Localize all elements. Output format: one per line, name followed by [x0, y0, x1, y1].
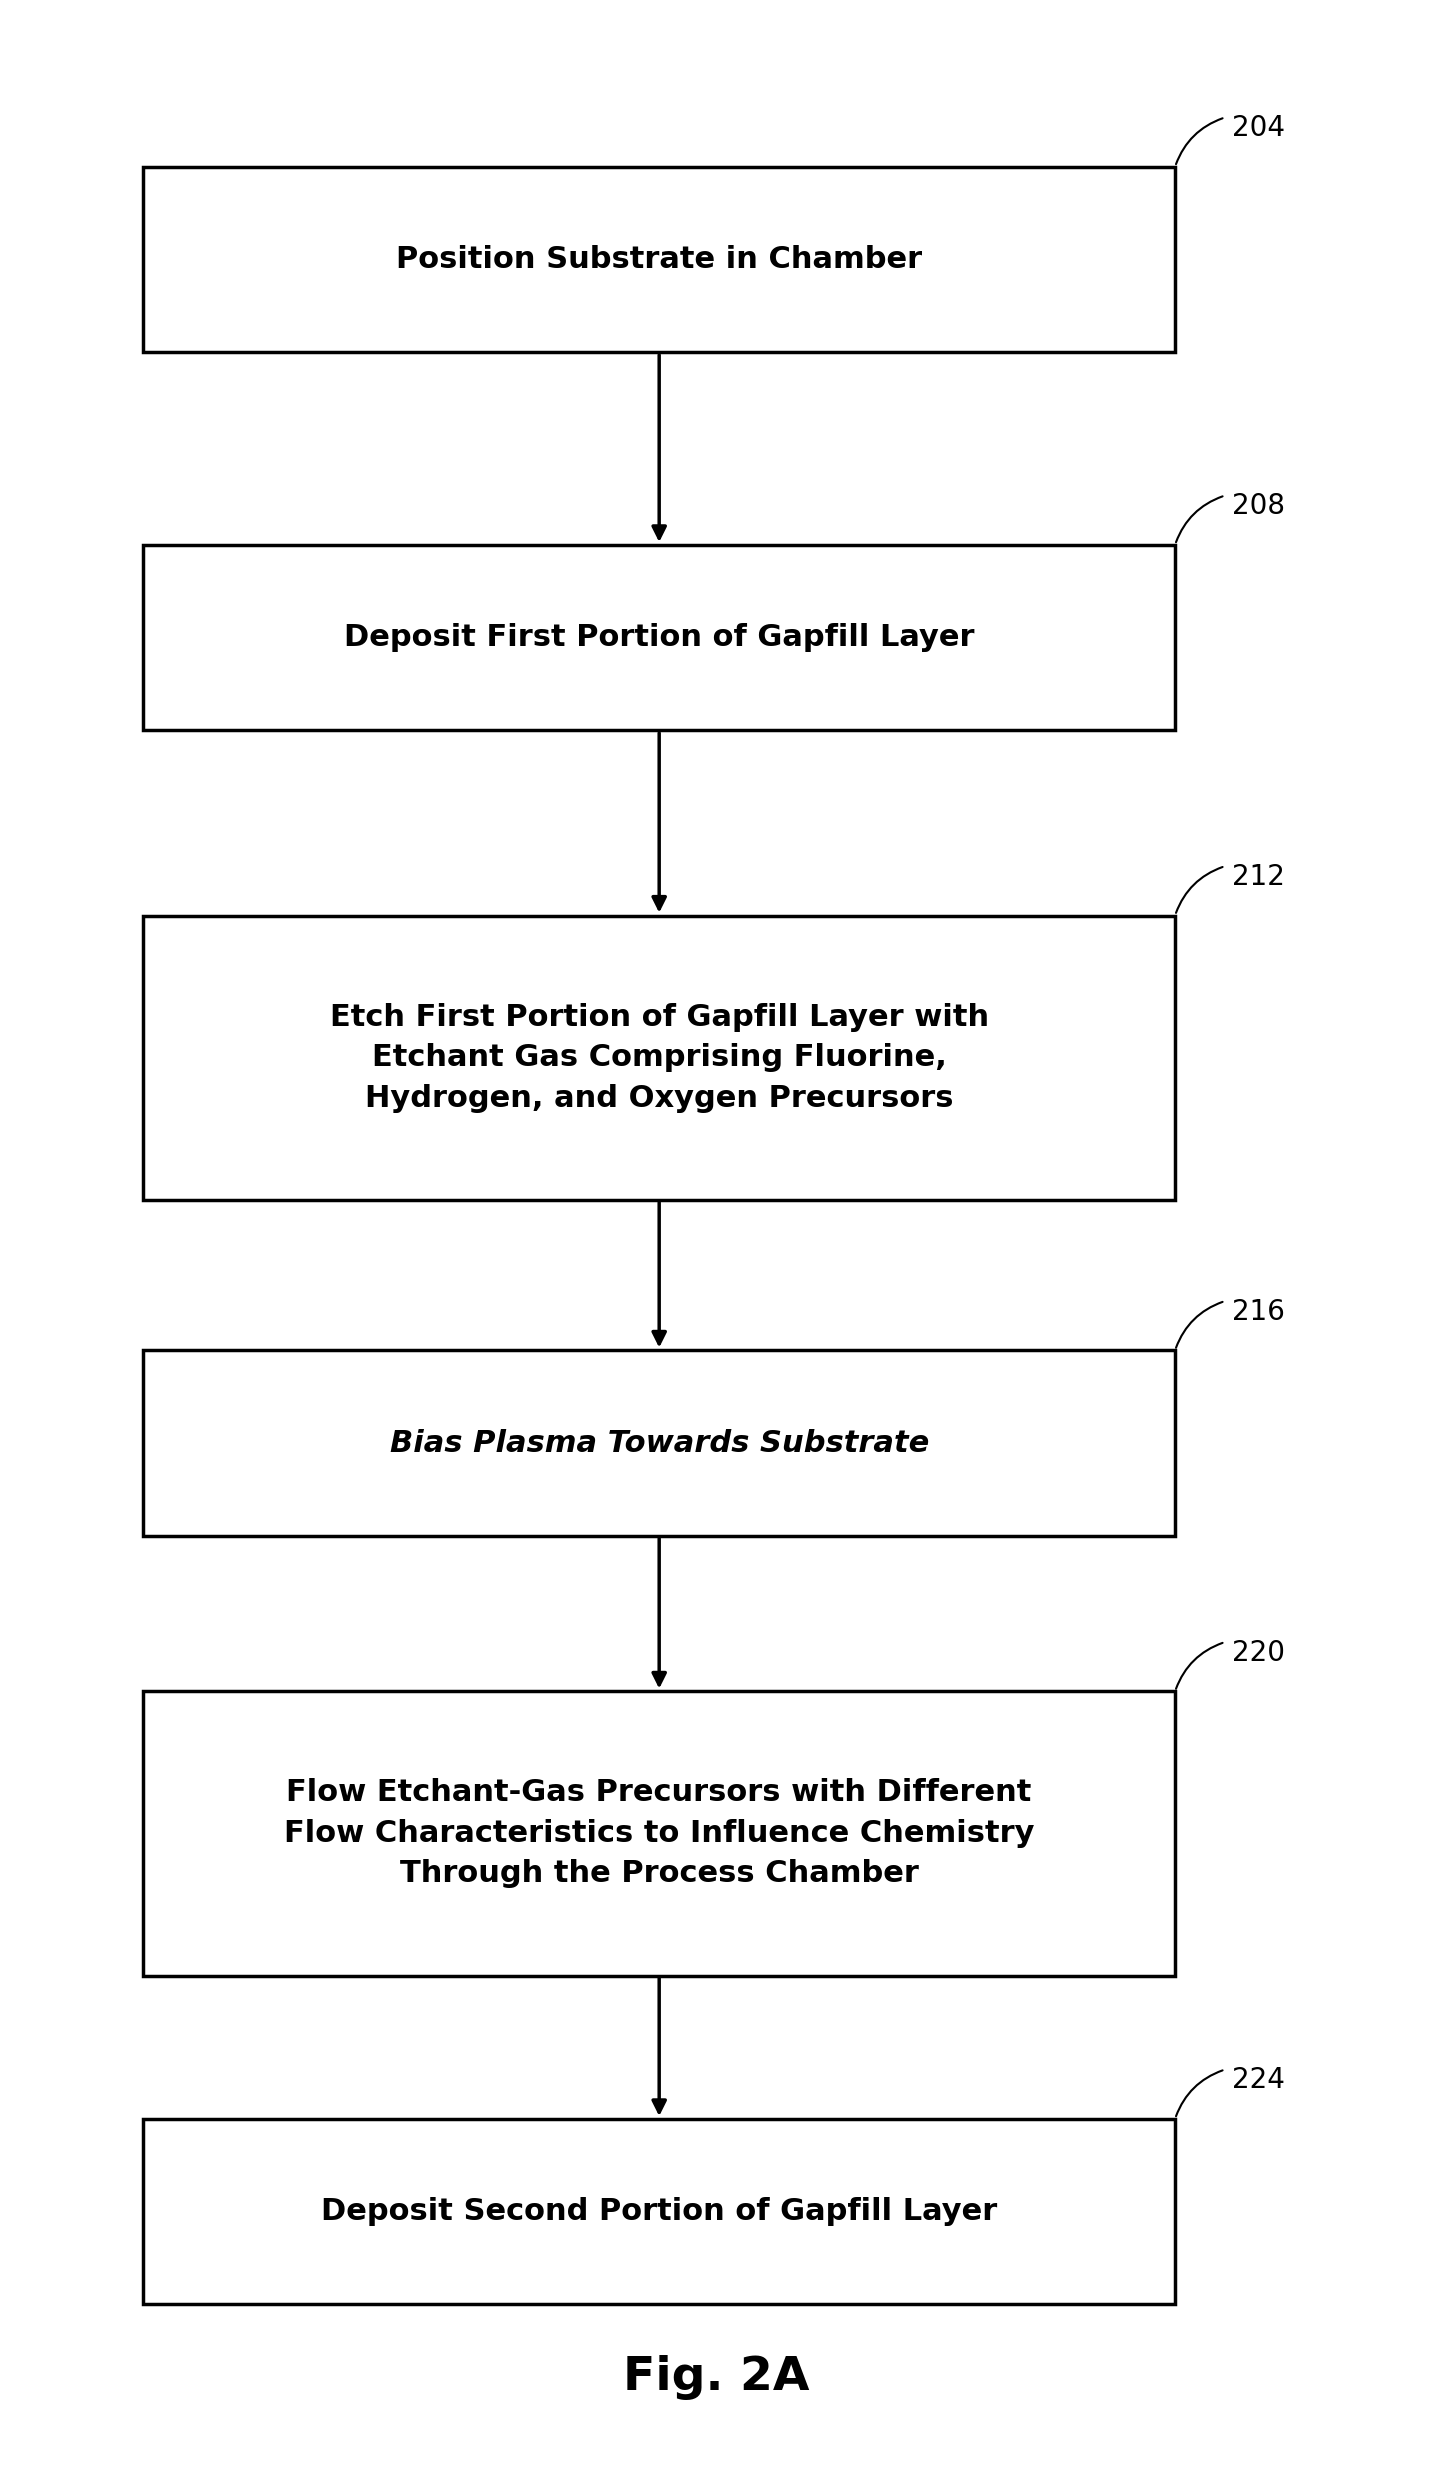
Bar: [143, 1690, 1175, 1977]
Text: Etch First Portion of Gapfill Layer with
Etchant Gas Comprising Fluorine,
Hydrog: Etch First Portion of Gapfill Layer with…: [330, 1003, 989, 1112]
Bar: [143, 917, 1175, 1201]
Text: Fig. 2A: Fig. 2A: [623, 2355, 810, 2399]
Text: Deposit First Portion of Gapfill Layer: Deposit First Portion of Gapfill Layer: [344, 623, 974, 652]
Text: 204: 204: [1232, 114, 1285, 141]
Bar: [143, 1349, 1175, 1534]
Text: 224: 224: [1232, 2066, 1285, 2093]
Text: 216: 216: [1232, 1297, 1285, 1324]
Bar: [143, 168, 1175, 351]
Text: Deposit Second Portion of Gapfill Layer: Deposit Second Portion of Gapfill Layer: [321, 2197, 997, 2226]
Text: Bias Plasma Towards Substrate: Bias Plasma Towards Substrate: [390, 1428, 929, 1458]
Bar: [143, 546, 1175, 731]
Text: 212: 212: [1232, 862, 1285, 892]
Bar: [143, 2118, 1175, 2303]
Text: Position Substrate in Chamber: Position Substrate in Chamber: [396, 245, 923, 274]
Text: 208: 208: [1232, 492, 1285, 521]
Text: 220: 220: [1232, 1638, 1285, 1665]
Text: Flow Etchant-Gas Precursors with Different
Flow Characteristics to Influence Che: Flow Etchant-Gas Precursors with Differe…: [284, 1779, 1035, 1888]
